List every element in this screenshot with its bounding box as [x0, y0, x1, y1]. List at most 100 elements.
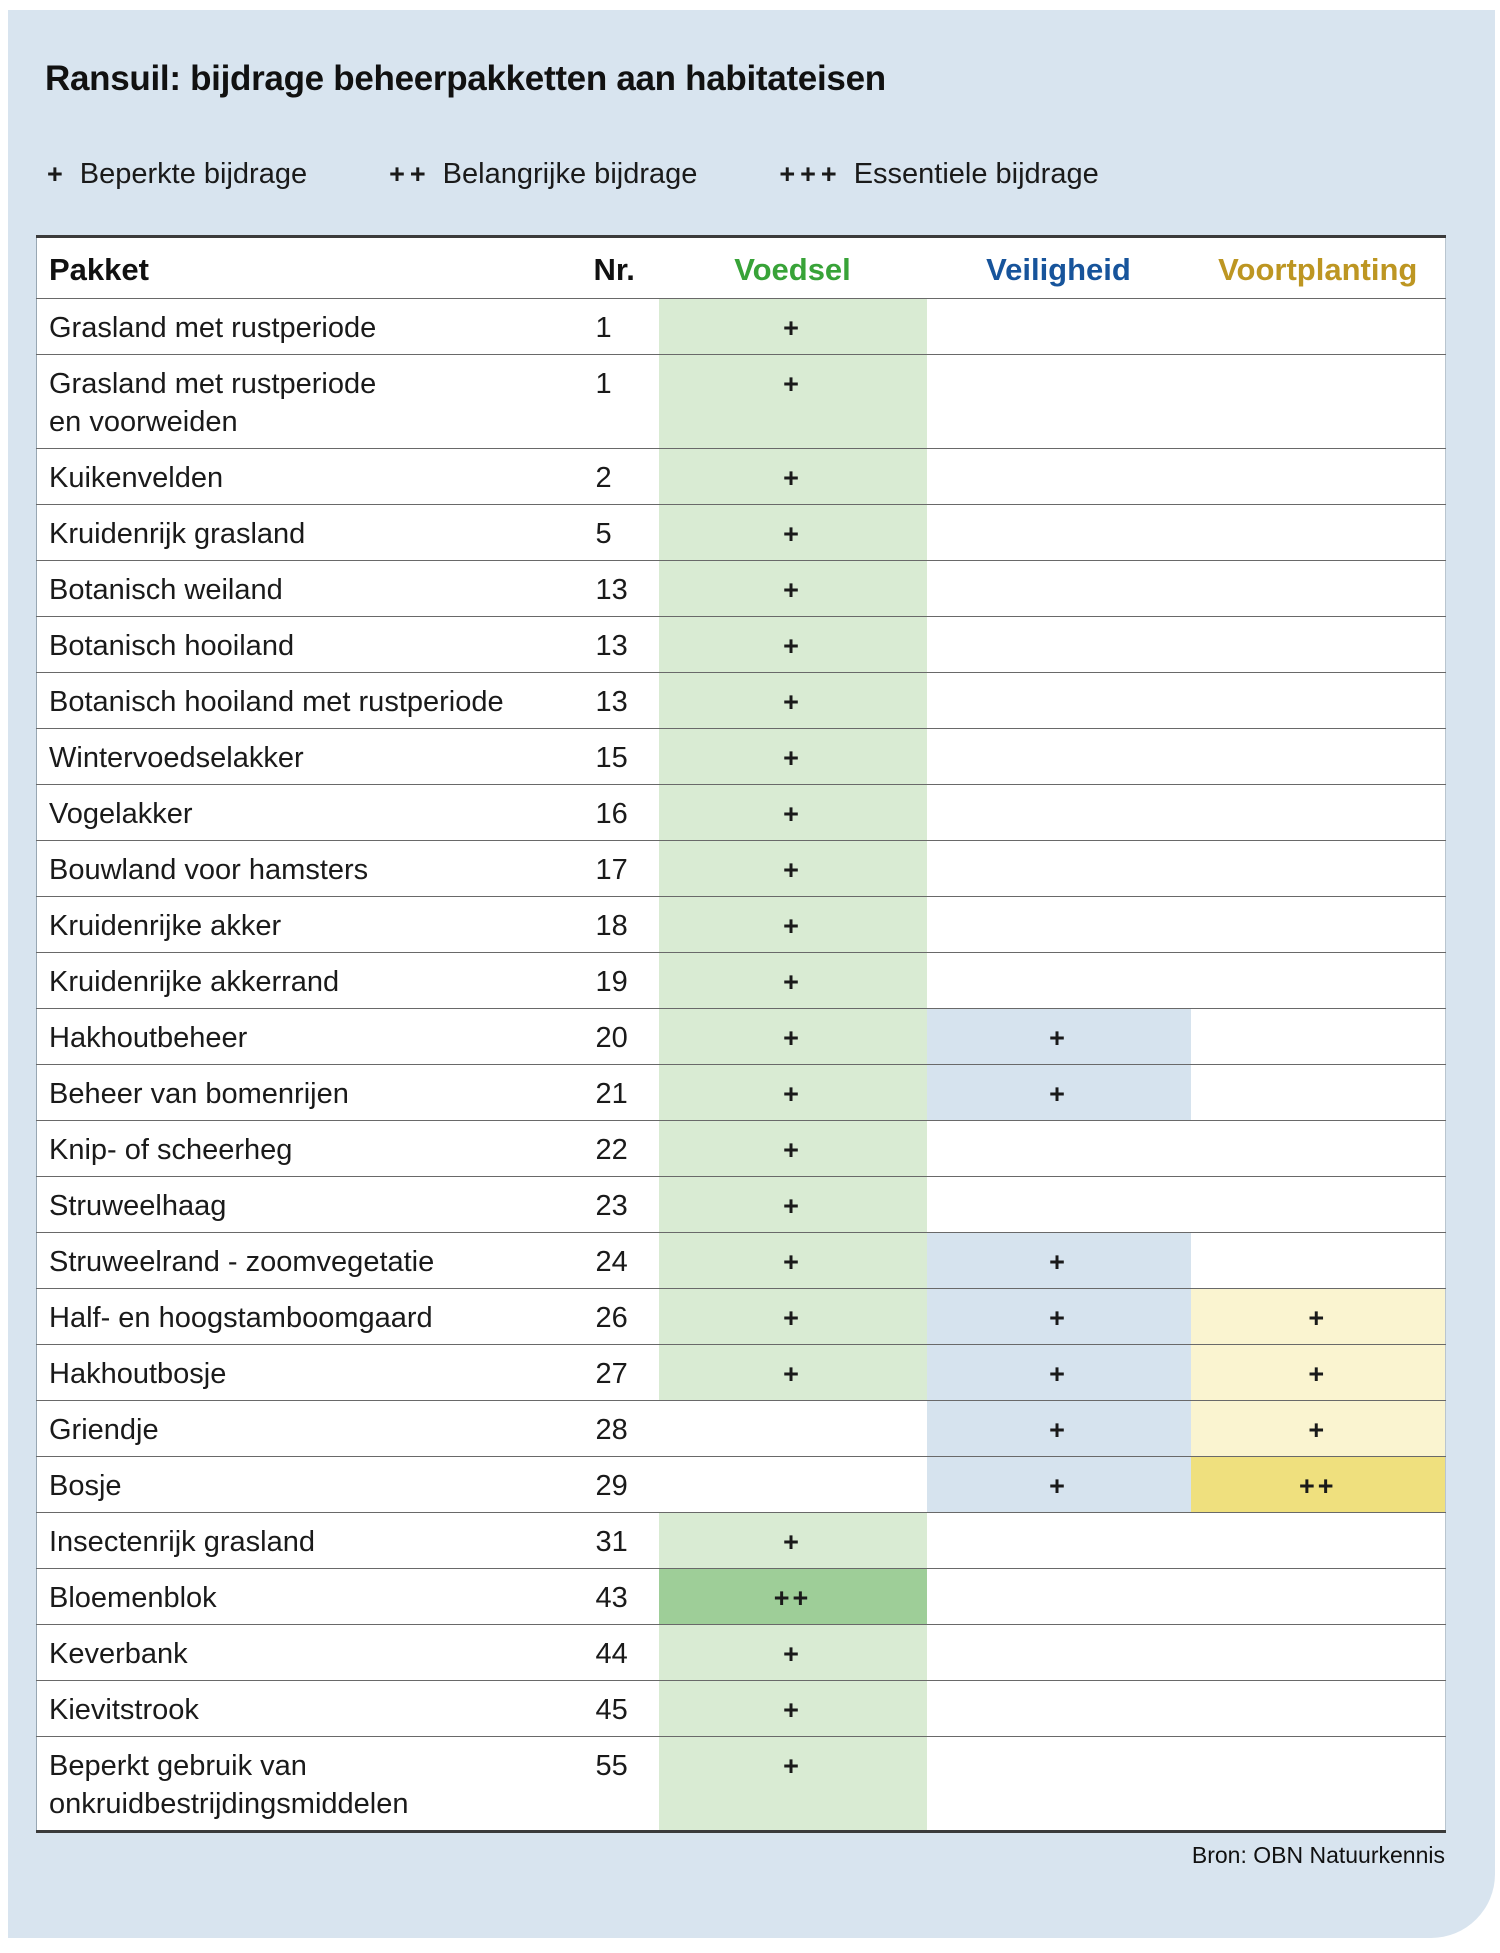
veiligheid-cell — [926, 1680, 1191, 1737]
pakket-cell: Struweelrand - zoomvegetatie — [36, 1232, 594, 1289]
table-row: Hakhoutbosje 27 + + + — [36, 1344, 1446, 1401]
voedsel-cell: + — [658, 784, 927, 841]
pakket-cell: Bosje — [36, 1456, 594, 1513]
veiligheid-cell: + — [926, 1344, 1191, 1401]
veiligheid-cell — [926, 1736, 1191, 1832]
legend-label: Essentiele bijdrage — [853, 158, 1099, 190]
veiligheid-cell — [926, 298, 1191, 355]
voedsel-cell: + — [658, 504, 927, 561]
legend-label: Beperkte bijdrage — [79, 158, 308, 190]
table-row: Half- en hoogstamboomgaard 26 + + + — [36, 1288, 1446, 1345]
pakket-cell: Beperkt gebruik van onkruidbestrijdingsmi… — [36, 1736, 594, 1832]
voortplanting-cell: + — [1190, 1288, 1446, 1345]
nr-cell: 23 — [593, 1176, 659, 1233]
pakket-cell: Bouwland voor hamsters — [36, 840, 594, 897]
pakket-cell: Botanisch hooiland — [36, 616, 594, 673]
habitat-table: Pakket Nr. Voedsel Veiligheid Voortplant… — [36, 235, 1446, 1833]
voortplanting-cell — [1190, 560, 1446, 617]
veiligheid-cell — [926, 896, 1191, 953]
veiligheid-cell — [926, 952, 1191, 1009]
voortplanting-cell — [1190, 1512, 1446, 1569]
voortplanting-cell — [1190, 896, 1446, 953]
voortplanting-cell — [1190, 1176, 1446, 1233]
pakket-cell: Kuikenvelden — [36, 448, 594, 505]
nr-cell: 15 — [593, 728, 659, 785]
veiligheid-cell: + — [926, 1232, 1191, 1289]
voortplanting-cell: ++ — [1190, 1456, 1446, 1513]
nr-cell: 19 — [593, 952, 659, 1009]
nr-cell: 22 — [593, 1120, 659, 1177]
voedsel-cell: + — [658, 1232, 927, 1289]
voortplanting-cell — [1190, 1008, 1446, 1065]
voedsel-cell: + — [658, 1680, 927, 1737]
voortplanting-cell — [1190, 1120, 1446, 1177]
voedsel-cell — [658, 1456, 927, 1513]
veiligheid-cell — [926, 1176, 1191, 1233]
veiligheid-cell: + — [926, 1288, 1191, 1345]
column-header-veiligheid: Veiligheid — [986, 252, 1131, 287]
column-header-voedsel: Voedsel — [734, 252, 851, 287]
pakket-cell: Kruidenrijk grasland — [36, 504, 594, 561]
voortplanting-cell: + — [1190, 1400, 1446, 1457]
veiligheid-cell: + — [926, 1064, 1191, 1121]
nr-cell: 17 — [593, 840, 659, 897]
table-row: Kievitstrook 45 + — [36, 1680, 1446, 1737]
nr-cell: 24 — [593, 1232, 659, 1289]
pakket-cell: Half- en hoogstamboomgaard — [36, 1288, 594, 1345]
infographic-panel: Ransuil: bijdrage beheerpakketten aan ha… — [8, 10, 1495, 1938]
table-row: Vogelakker 16 + — [36, 784, 1446, 841]
nr-cell: 31 — [593, 1512, 659, 1569]
voortplanting-cell — [1190, 448, 1446, 505]
voedsel-cell: + — [658, 896, 927, 953]
table-row: Grasland met rustperiode en voorweiden 1 + — [36, 354, 1446, 449]
habitat-table-wrap: Pakket Nr. Voedsel Veiligheid Voortplant… — [36, 235, 1446, 1833]
nr-cell: 13 — [593, 560, 659, 617]
pakket-cell: Kruidenrijke akkerrand — [36, 952, 594, 1009]
veiligheid-cell — [926, 448, 1191, 505]
voedsel-cell: + — [658, 1512, 927, 1569]
pakket-cell: Knip- of scheerheg — [36, 1120, 594, 1177]
header-row: Pakket Nr. Voedsel Veiligheid Voortplant… — [37, 237, 1446, 299]
pakket-cell: Vogelakker — [36, 784, 594, 841]
voedsel-cell: + — [658, 952, 927, 1009]
legend-item-essentiele: +++ Essentiele bijdrage — [779, 158, 1098, 191]
column-header-pakket: Pakket — [49, 252, 149, 287]
pakket-cell: Grasland met rustperiode — [36, 298, 594, 355]
voedsel-cell: + — [658, 1008, 927, 1065]
table-row: Insectenrijk grasland 31 + — [36, 1512, 1446, 1569]
voortplanting-cell — [1190, 728, 1446, 785]
table-row: Bloemenblok 43 ++ — [36, 1568, 1446, 1625]
veiligheid-cell: + — [926, 1400, 1191, 1457]
veiligheid-cell: + — [926, 1456, 1191, 1513]
table-row: Keverbank 44 + — [36, 1624, 1446, 1681]
nr-cell: 28 — [593, 1400, 659, 1457]
table-row: Griendje 28 + + — [36, 1400, 1446, 1457]
nr-cell: 1 — [593, 354, 659, 449]
table-row: Beheer van bomenrijen 21 + + — [36, 1064, 1446, 1121]
legend-item-belangrijke: ++ Belangrijke bijdrage — [389, 158, 697, 191]
voortplanting-cell — [1190, 354, 1446, 449]
voedsel-cell: + — [658, 1176, 927, 1233]
veiligheid-cell — [926, 672, 1191, 729]
pakket-cell: Wintervoedselakker — [36, 728, 594, 785]
nr-cell: 13 — [593, 672, 659, 729]
veiligheid-cell — [926, 616, 1191, 673]
voedsel-cell: + — [658, 1064, 927, 1121]
nr-cell: 29 — [593, 1456, 659, 1513]
voedsel-cell: + — [658, 354, 927, 449]
table-row: Struweelhaag 23 + — [36, 1176, 1446, 1233]
veiligheid-cell — [926, 1624, 1191, 1681]
voortplanting-cell — [1190, 1232, 1446, 1289]
legend-label: Belangrijke bijdrage — [442, 158, 698, 190]
voortplanting-cell — [1190, 616, 1446, 673]
voedsel-cell: + — [658, 616, 927, 673]
table-row: Struweelrand - zoomvegetatie 24 + + — [36, 1232, 1446, 1289]
nr-cell: 2 — [593, 448, 659, 505]
table-row: Knip- of scheerheg 22 + — [36, 1120, 1446, 1177]
nr-cell: 55 — [593, 1736, 659, 1832]
nr-cell: 20 — [593, 1008, 659, 1065]
veiligheid-cell — [926, 840, 1191, 897]
table-row: Wintervoedselakker 15 + — [36, 728, 1446, 785]
veiligheid-cell — [926, 504, 1191, 561]
pakket-cell: Kievitstrook — [36, 1680, 594, 1737]
